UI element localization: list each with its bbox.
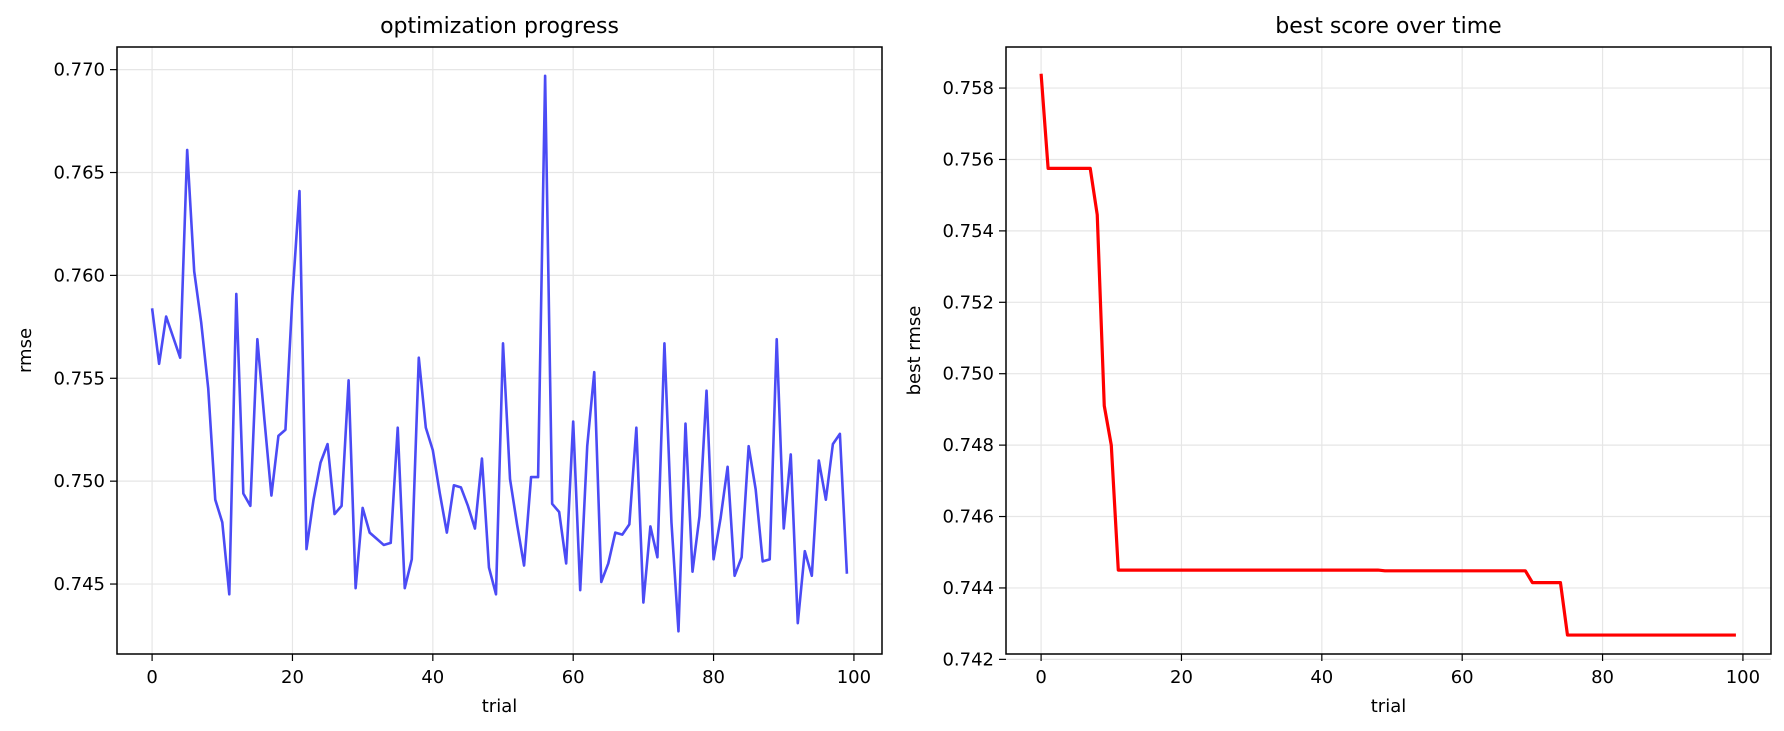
right-chart-title: best score over time xyxy=(1275,14,1501,39)
left-x-tick-label: 0 xyxy=(146,667,157,688)
right-y-tick-label: 0.750 xyxy=(942,364,994,385)
left-x-tick-label: 20 xyxy=(281,667,304,688)
left-y-tick-label: 0.760 xyxy=(53,265,105,286)
left-x-tick-label: 80 xyxy=(702,667,725,688)
right-series-line xyxy=(1039,73,1736,637)
right-x-tick-label: 80 xyxy=(1591,667,1614,688)
left-chart-panel: 0 20 40 60 80 100 0.745 0.750 0.755 0.760 0.765 0.7… xyxy=(15,14,883,717)
left-x-tick-label: 60 xyxy=(562,667,585,688)
left-axes-frame xyxy=(116,46,883,655)
left-y-tick-label: 0.755 xyxy=(53,368,105,389)
right-y-tick-label: 0.744 xyxy=(942,578,994,599)
right-chart-panel: 0 20 40 60 80 100 0.742 0.744 0.746 0.748 0.750 0.7… xyxy=(904,14,1772,717)
right-x-tick-label: 0 xyxy=(1035,667,1046,688)
left-x-axis-label: trial xyxy=(482,696,518,717)
right-y-tick-label: 0.752 xyxy=(942,292,994,313)
right-x-axis-label: trial xyxy=(1371,696,1407,717)
right-y-tick-label: 0.756 xyxy=(942,149,994,170)
left-y-tick-label: 0.745 xyxy=(53,574,105,595)
left-chart-title: optimization progress xyxy=(380,14,619,39)
left-y-tick-label: 0.765 xyxy=(53,163,105,184)
right-x-tick-label: 20 xyxy=(1170,667,1193,688)
left-y-tick-label: 0.770 xyxy=(53,60,105,81)
right-y-axis-label: best rmse xyxy=(904,306,925,396)
right-y-tick-label: 0.746 xyxy=(942,507,994,528)
left-x-tick-label: 40 xyxy=(421,667,444,688)
right-x-tick-label: 40 xyxy=(1310,667,1333,688)
right-y-tick-label: 0.754 xyxy=(942,221,994,242)
left-series-line xyxy=(150,74,849,633)
right-y-tick-label: 0.748 xyxy=(942,435,994,456)
right-x-tick-label: 100 xyxy=(1726,667,1760,688)
right-y-tick-label: 0.742 xyxy=(942,649,994,670)
right-y-tick-label: 0.758 xyxy=(942,78,994,99)
right-x-tick-label: 60 xyxy=(1451,667,1474,688)
right-axes-frame xyxy=(1005,46,1772,655)
left-x-tick-label: 100 xyxy=(837,667,871,688)
left-y-axis-label: rmse xyxy=(15,328,36,373)
left-y-tick-label: 0.750 xyxy=(53,471,105,492)
